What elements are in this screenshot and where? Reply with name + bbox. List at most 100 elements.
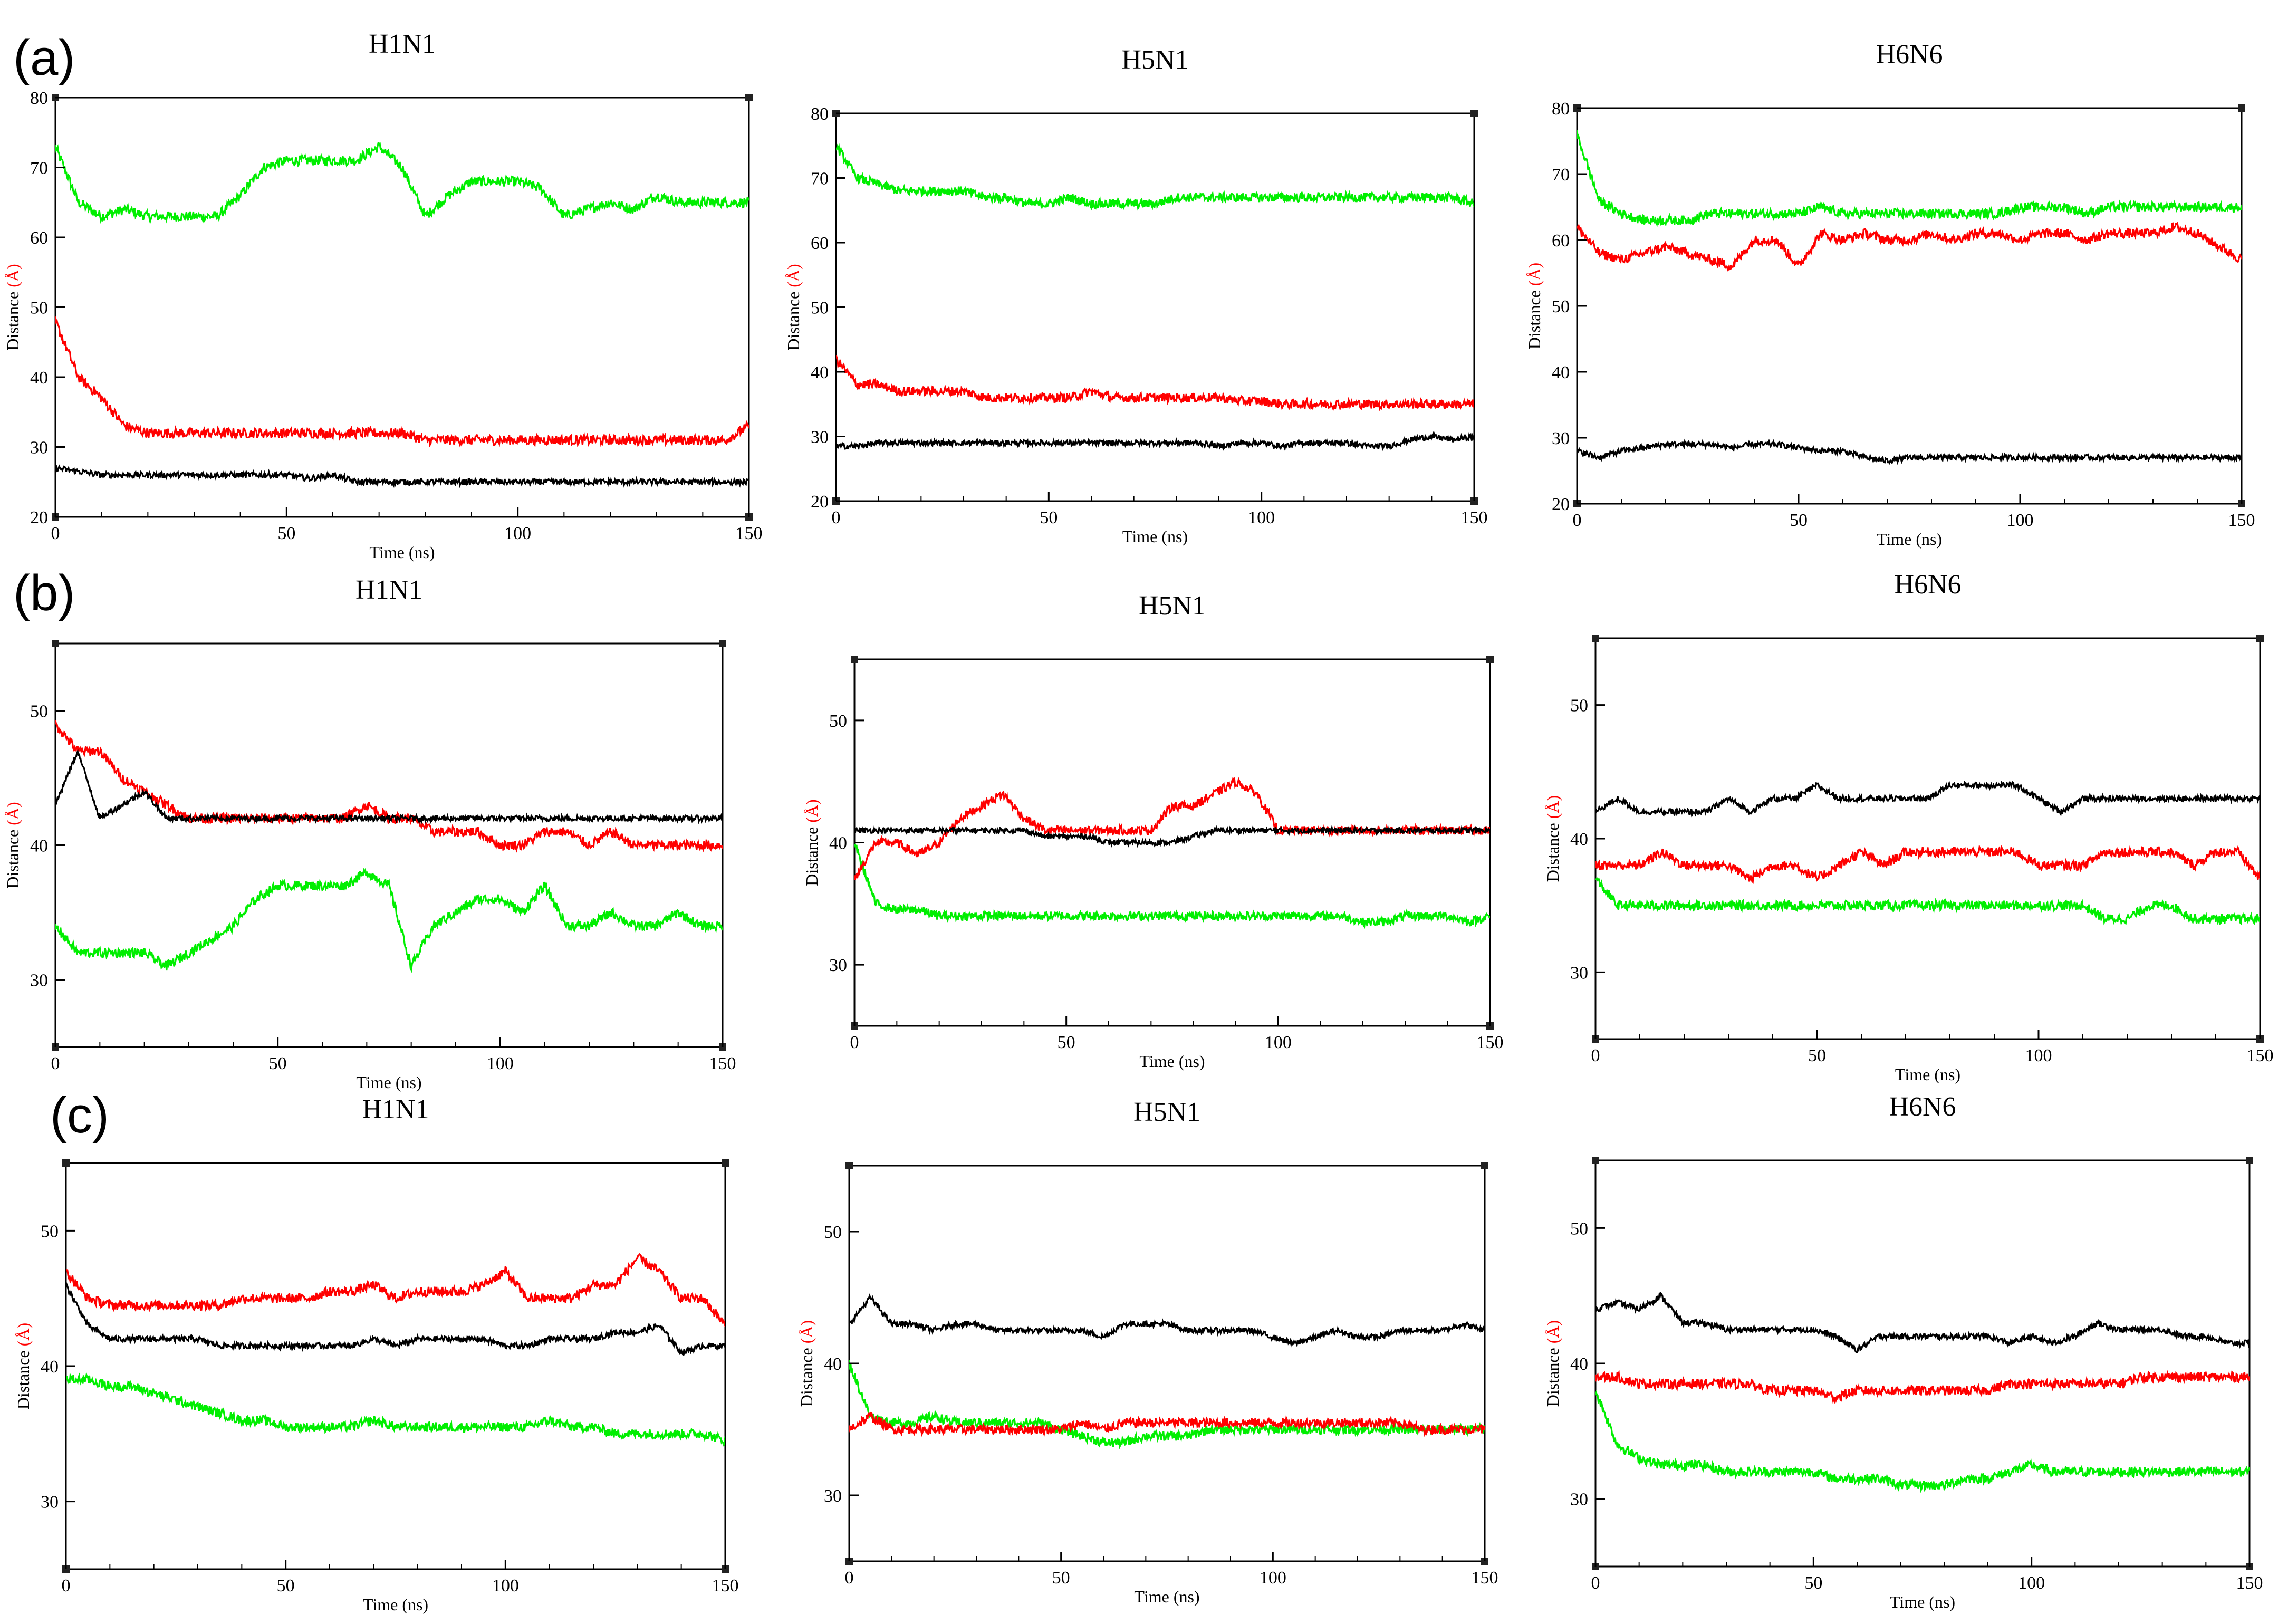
frame-corner-marker [1592,635,1599,642]
y-axis-label: Distance (Å) [1543,1320,1562,1407]
x-tick-label: 50 [1804,1573,1822,1593]
y-tick-label: 40 [41,1357,59,1377]
x-tick-label: 100 [2007,511,2034,530]
row-label-c: (c) [50,1087,109,1143]
series-line-black [849,1293,1485,1348]
series-line-black [66,1281,725,1356]
x-tick-label: 150 [736,524,763,543]
x-tick-label: 100 [2025,1046,2052,1065]
y-tick-label: 50 [824,1223,842,1242]
chart-title: H1N1 [369,29,436,59]
x-tick-label: 0 [832,508,841,527]
x-axis-label: Time (ns) [369,543,435,562]
x-tick-label: 150 [2228,511,2255,530]
y-axis-label-text: Distance [14,1346,33,1409]
x-tick-label: 150 [2247,1046,2274,1065]
x-tick-label: 0 [1591,1046,1600,1065]
y-tick-label: 70 [1552,165,1570,185]
x-axis-label: Time (ns) [1134,1587,1199,1606]
y-tick-label: 50 [1570,1219,1588,1238]
y-axis-label: Distance (Å) [784,264,803,350]
y-tick-label: 30 [41,1493,59,1512]
y-tick-label: 30 [1570,1490,1588,1510]
y-tick-label: 30 [30,438,48,458]
y-tick-label: 30 [824,1486,842,1506]
series-line-green [854,843,1490,929]
x-tick-label: 100 [487,1054,514,1073]
x-tick-label: 100 [492,1576,519,1596]
y-tick-label: 50 [41,1222,59,1241]
chart-panel-b-h5n1: H5N1 0 50 100 150 30 40 50 Time (ns) Distance (Å) [802,591,1504,1071]
y-tick-label: 50 [829,712,847,731]
plot-frame [65,1162,726,1570]
series-line-red [1595,843,2260,884]
series-line-red [1577,222,2242,272]
y-axis-label-text: Distance [3,825,22,889]
x-tick-label: 150 [709,1054,736,1073]
x-tick-label: 50 [1040,508,1058,527]
y-axis-label: Distance (Å) [3,264,22,350]
x-tick-label: 100 [504,524,531,543]
frame-corner-marker [2246,1157,2253,1164]
chart-title: H6N6 [1894,570,1961,600]
series-line-black [1595,1291,2250,1353]
series-line-black [55,748,723,825]
series-line-green [1595,877,2260,926]
y-tick-label: 40 [811,363,829,382]
chart-title: H5N1 [1139,591,1206,621]
y-axis-label-unit: (Å) [802,799,821,822]
y-tick-label: 60 [30,228,48,248]
x-axis-label: Time (ns) [1122,527,1188,546]
series-line-green [1577,130,2242,227]
y-tick-label: 80 [811,104,829,124]
series-line-green [849,1360,1485,1450]
frame-corner-marker [719,640,726,647]
frame-corner-marker [845,1162,853,1169]
series-line-red [66,1253,725,1327]
y-axis-label-unit: (Å) [3,264,22,287]
y-axis-label: Distance (Å) [3,802,22,888]
x-tick-label: 0 [1591,1573,1600,1593]
x-axis-label: Time (ns) [1895,1065,1960,1084]
x-tick-label: 0 [1573,511,1582,530]
x-tick-label: 150 [1472,1568,1498,1588]
series-line-red [849,1411,1485,1438]
frame-corner-marker [851,656,858,663]
y-tick-label: 40 [30,368,48,388]
y-axis-label-text: Distance [1543,819,1562,882]
plot-frame [54,642,724,1048]
x-tick-label: 100 [1260,1568,1286,1588]
row-label-a: (a) [13,30,75,86]
x-tick-label: 50 [277,1576,295,1596]
chart-panel-b-h1n1: H1N1 0 50 100 150 30 40 50 Time (ns) Distance (Å) [3,575,736,1092]
frame-corner-marker [52,640,59,647]
y-tick-label: 40 [824,1354,842,1374]
y-axis-label-text: Distance [1543,1343,1562,1407]
y-axis-label: Distance (Å) [1543,795,1562,882]
x-axis-label: Time (ns) [356,1073,421,1092]
x-tick-label: 50 [1058,1033,1075,1052]
x-tick-label: 50 [1808,1046,1826,1065]
series-line-green [836,143,1474,211]
frame-corner-marker [2238,104,2245,112]
chart-panel-c-h1n1: H1N1 0 50 100 150 30 40 50 Time (ns) Distance (Å) [14,1094,739,1614]
y-axis-label-text: Distance [3,287,22,351]
frame-corner-marker [62,1159,70,1167]
y-tick-label: 70 [30,159,48,178]
frame-corner-marker [722,1159,729,1167]
y-axis-label: Distance (Å) [797,1320,816,1407]
chart-title: H6N6 [1889,1092,1956,1122]
series-line-black [1577,438,2242,466]
x-tick-label: 100 [1248,508,1275,527]
y-tick-label: 50 [1570,696,1588,716]
y-axis-label: Distance (Å) [802,799,821,886]
series-line-black [55,464,749,488]
y-axis-label: Distance (Å) [14,1323,33,1409]
y-tick-label: 50 [1552,297,1570,316]
y-tick-label: 40 [1552,363,1570,382]
y-axis-label-unit: (Å) [1543,795,1562,819]
frame-corner-marker [1592,1157,1599,1164]
plot-frame [1594,1159,2251,1568]
